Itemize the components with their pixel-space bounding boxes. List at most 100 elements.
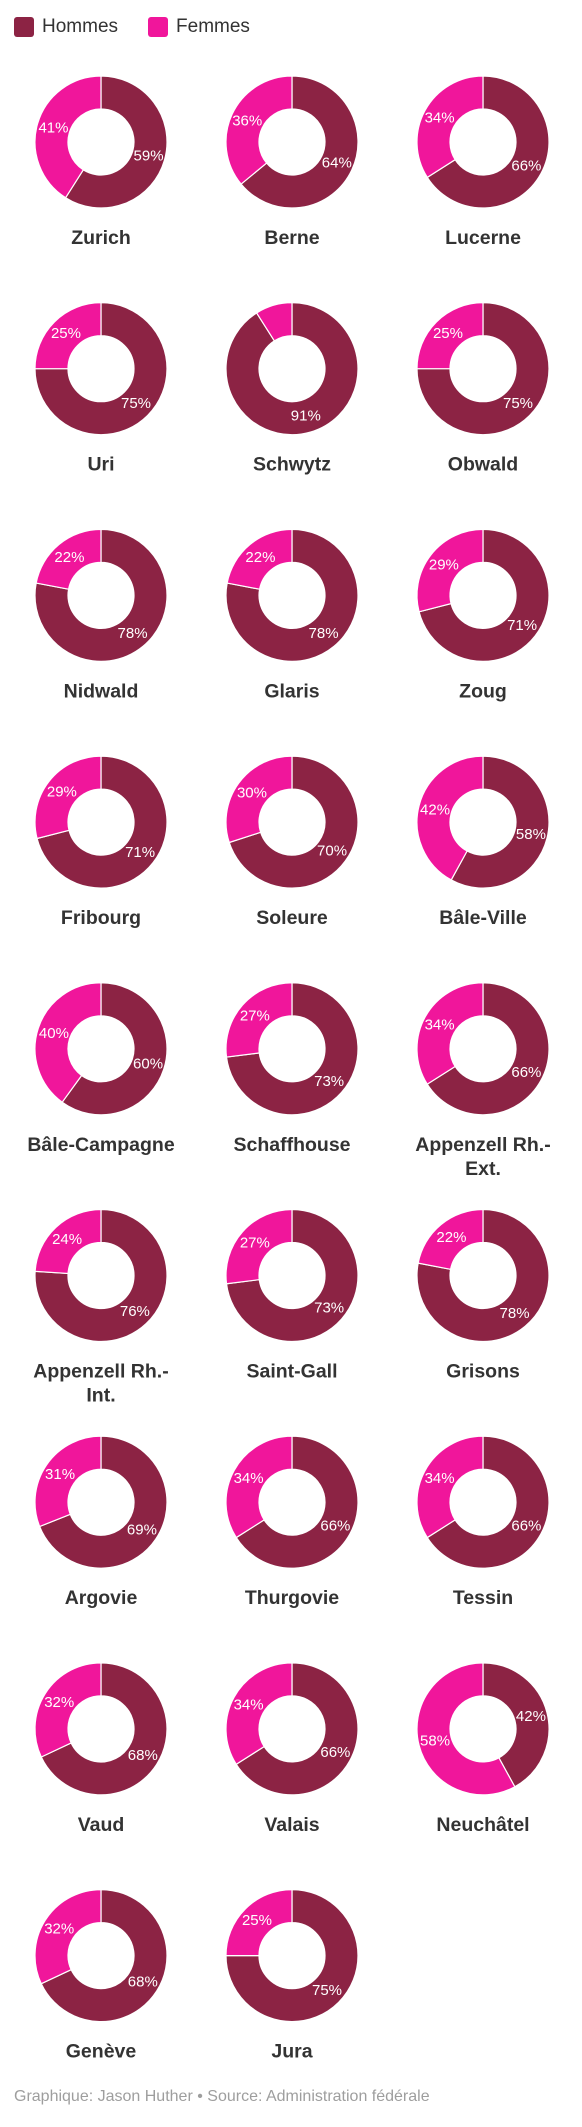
slice-femmes-zurich[interactable] bbox=[34, 75, 102, 199]
canton-label-soleure: Soleure bbox=[256, 907, 328, 929]
slice-hommes-tessin[interactable] bbox=[426, 1435, 550, 1569]
slice-femmes-bâle-ville[interactable] bbox=[416, 755, 484, 881]
pct-label-hommes-obwald: 75% bbox=[503, 395, 533, 412]
slice-hommes-schaffhouse[interactable] bbox=[225, 982, 359, 1116]
legend-item-femmes[interactable]: Femmes bbox=[148, 16, 250, 38]
donut-fribourg: 71% 29% Fribourg bbox=[34, 755, 168, 929]
slice-femmes-berne[interactable] bbox=[225, 75, 293, 185]
pct-label-hommes-tessin: 66% bbox=[511, 1518, 541, 1535]
slice-hommes-lucerne[interactable] bbox=[426, 75, 550, 209]
canton-label-schaffhouse: Schaffhouse bbox=[233, 1134, 350, 1156]
donut-obwald: 75% 25% Obwald bbox=[416, 302, 550, 476]
slice-femmes-zoug[interactable] bbox=[416, 528, 484, 613]
slice-hommes-berne[interactable] bbox=[240, 75, 359, 209]
slice-femmes-grisons[interactable] bbox=[417, 1208, 484, 1271]
slice-hommes-obwald[interactable] bbox=[416, 302, 550, 436]
pct-label-hommes-jura: 75% bbox=[312, 1982, 342, 1999]
slice-hommes-valais[interactable] bbox=[235, 1662, 359, 1796]
slice-femmes-thurgovie[interactable] bbox=[225, 1435, 293, 1539]
pct-label-femmes-glaris: 22% bbox=[245, 549, 275, 566]
pct-label-hommes-glaris: 78% bbox=[309, 625, 339, 642]
donut-lucerne: 66% 34% Lucerne bbox=[416, 75, 550, 249]
pct-label-femmes-vaud: 32% bbox=[44, 1694, 74, 1711]
slice-hommes-bâle-campagne[interactable] bbox=[61, 982, 168, 1116]
canton-label-obwald: Obwald bbox=[448, 454, 518, 476]
slice-femmes-argovie[interactable] bbox=[34, 1435, 102, 1528]
pct-label-femmes-lucerne: 34% bbox=[425, 110, 455, 127]
pct-label-hommes-zoug: 71% bbox=[507, 617, 537, 634]
pct-label-femmes-obwald: 25% bbox=[433, 325, 463, 342]
slice-femmes-appenzell-rh-int[interactable] bbox=[34, 1208, 102, 1275]
slice-hommes-thurgovie[interactable] bbox=[235, 1435, 359, 1569]
legend-item-hommes[interactable]: Hommes bbox=[14, 16, 118, 38]
slice-femmes-valais[interactable] bbox=[225, 1662, 293, 1766]
pct-label-femmes-appenzell-rh-int: 24% bbox=[52, 1231, 82, 1248]
pct-label-femmes-valais: 34% bbox=[234, 1697, 264, 1714]
slice-femmes-schwytz[interactable] bbox=[255, 302, 293, 342]
slice-hommes-schwytz[interactable] bbox=[225, 302, 359, 436]
slice-hommes-argovie[interactable] bbox=[38, 1435, 168, 1569]
slice-hommes-genève[interactable] bbox=[40, 1888, 168, 2023]
donut-bâle-ville: 58% 42% Bâle-Ville bbox=[416, 755, 550, 929]
slice-hommes-jura[interactable] bbox=[225, 1888, 359, 2023]
pct-label-hommes-argovie: 69% bbox=[127, 1522, 157, 1539]
slice-femmes-saint-gall[interactable] bbox=[225, 1208, 293, 1285]
canton-label-bâle-campagne: Bâle-Campagne bbox=[27, 1134, 175, 1156]
slice-femmes-genève[interactable] bbox=[34, 1888, 102, 1985]
legend-label-femmes: Femmes bbox=[176, 16, 250, 37]
slice-femmes-tessin[interactable] bbox=[416, 1435, 484, 1539]
slice-femmes-schaffhouse[interactable] bbox=[225, 982, 293, 1058]
canton-label-grisons: Grisons bbox=[446, 1361, 520, 1383]
donut-jura: 75% 25% Jura bbox=[225, 1888, 359, 2063]
pct-label-hommes-fribourg: 71% bbox=[125, 844, 155, 861]
slice-femmes-appenzell-rh-ext[interactable] bbox=[416, 982, 484, 1085]
legend-label-hommes: Hommes bbox=[42, 16, 119, 37]
slice-hommes-glaris[interactable] bbox=[225, 528, 359, 662]
donut-saint-gall: 73% 27% Saint-Gall bbox=[225, 1208, 359, 1383]
slice-femmes-bâle-campagne[interactable] bbox=[34, 982, 102, 1104]
slice-femmes-fribourg[interactable] bbox=[34, 755, 102, 840]
slice-femmes-uri[interactable] bbox=[34, 302, 102, 370]
slice-hommes-saint-gall[interactable] bbox=[225, 1208, 359, 1343]
slice-femmes-soleure[interactable] bbox=[225, 755, 293, 844]
slice-hommes-zurich[interactable] bbox=[64, 75, 168, 209]
pct-label-femmes-zurich: 41% bbox=[38, 120, 68, 137]
donut-glaris: 78% 22% Glaris bbox=[225, 528, 359, 702]
slice-femmes-neuchâtel[interactable] bbox=[416, 1662, 516, 1796]
slice-hommes-soleure[interactable] bbox=[228, 755, 359, 889]
pct-label-femmes-nidwald: 22% bbox=[54, 549, 84, 566]
slice-hommes-appenzell-rh-int[interactable] bbox=[34, 1208, 168, 1343]
pct-label-femmes-appenzell-rh-ext: 34% bbox=[425, 1016, 455, 1033]
slice-femmes-lucerne[interactable] bbox=[416, 75, 484, 179]
slice-hommes-nidwald[interactable] bbox=[34, 528, 168, 662]
slice-femmes-vaud[interactable] bbox=[34, 1662, 102, 1758]
source-footer: Graphique: Jason Huther • Source: Admini… bbox=[14, 2088, 430, 2105]
pct-label-femmes-bâle-ville: 42% bbox=[420, 801, 450, 818]
canton-label-genève: Genève bbox=[66, 2041, 137, 2063]
donut-uri: 75% 25% Uri bbox=[34, 302, 168, 476]
canton-label-appenzell-rh-ext-line2: Ext. bbox=[465, 1158, 501, 1180]
slice-hommes-fribourg[interactable] bbox=[36, 755, 168, 889]
pct-label-femmes-schaffhouse: 27% bbox=[240, 1008, 270, 1025]
slice-femmes-jura[interactable] bbox=[225, 1888, 293, 1957]
slice-femmes-obwald[interactable] bbox=[416, 302, 484, 370]
pct-label-hommes-bâle-ville: 58% bbox=[516, 826, 546, 843]
slice-femmes-nidwald[interactable] bbox=[35, 528, 102, 590]
slice-hommes-bâle-ville[interactable] bbox=[450, 755, 550, 889]
donut-bâle-campagne: 60% 40% Bâle-Campagne bbox=[27, 982, 175, 1156]
pct-label-femmes-soleure: 30% bbox=[237, 785, 267, 802]
donut-neuchâtel: 42% 58% Neuchâtel bbox=[416, 1662, 550, 1836]
slice-hommes-grisons[interactable] bbox=[416, 1208, 550, 1343]
slice-hommes-neuchâtel[interactable] bbox=[482, 1662, 550, 1788]
pct-label-hommes-valais: 66% bbox=[320, 1744, 350, 1761]
slice-femmes-glaris[interactable] bbox=[226, 528, 293, 590]
slice-hommes-vaud[interactable] bbox=[40, 1662, 168, 1796]
slice-hommes-appenzell-rh-ext[interactable] bbox=[426, 982, 550, 1116]
canton-label-saint-gall: Saint-Gall bbox=[246, 1361, 337, 1383]
pct-label-hommes-berne: 64% bbox=[322, 155, 352, 172]
pct-label-hommes-soleure: 70% bbox=[317, 843, 347, 860]
canton-label-vaud: Vaud bbox=[78, 1814, 125, 1836]
slice-hommes-zoug[interactable] bbox=[418, 528, 550, 662]
slice-hommes-uri[interactable] bbox=[34, 302, 168, 436]
donut-schaffhouse: 73% 27% Schaffhouse bbox=[225, 982, 359, 1156]
